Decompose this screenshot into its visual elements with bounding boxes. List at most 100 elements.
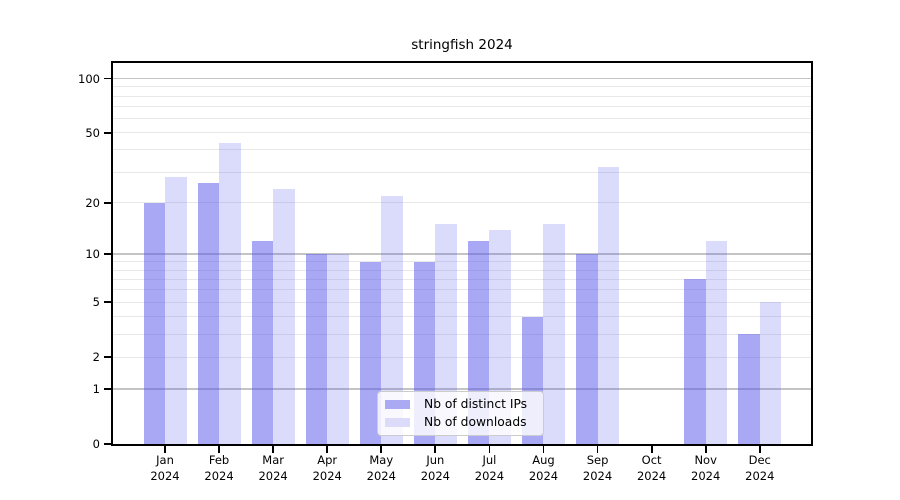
x-tick-label-line: Feb [208, 453, 230, 467]
bar-downloads [489, 229, 511, 444]
gridline-minor [113, 289, 811, 291]
bar-downloads [543, 224, 565, 444]
x-tick-label: Jul 2024 [447, 453, 531, 484]
gridline-major [113, 253, 811, 255]
x-tick-mark [272, 446, 275, 453]
y-tick-mark [104, 388, 113, 391]
x-tick-label-line: May [369, 453, 394, 467]
x-tick-mark [488, 446, 491, 453]
bar-distinct-ips [251, 240, 274, 444]
bar-downloads [435, 224, 457, 444]
y-tick-mark [104, 77, 113, 80]
y-tick-label: 1 [92, 382, 100, 397]
x-tick-mark [758, 446, 761, 453]
x-tick-label-line: 2024 [366, 468, 396, 483]
x-tick-label-line: 2024 [312, 468, 342, 483]
x-tick-label-line: 2024 [745, 468, 775, 483]
legend-label: Nb of distinct IPs [424, 397, 528, 412]
x-tick-label-line: 2024 [420, 468, 450, 483]
x-tick-label-line: Nov [694, 453, 717, 467]
y-tick-mark [104, 202, 113, 204]
x-tick-mark [596, 446, 599, 453]
gridline-major [113, 388, 811, 390]
x-tick-mark [164, 446, 166, 453]
gridline-minor [113, 356, 811, 358]
x-tick-label: Feb 2024 [177, 453, 261, 484]
x-tick-mark [380, 446, 383, 453]
bar-downloads [273, 189, 295, 444]
x-tick-label-line: Jul [482, 453, 497, 467]
y-tick-label: 0 [92, 437, 100, 451]
y-tick-mark [104, 253, 113, 256]
legend-item: Nb of distinct IPs [385, 397, 536, 412]
x-tick-label: Dec 2024 [718, 453, 802, 484]
x-tick-label-line: 2024 [636, 468, 667, 483]
bar-downloads [759, 302, 782, 444]
x-tick-label-line: Aug [532, 453, 555, 467]
gridline-minor [113, 149, 811, 151]
bar-downloads [381, 195, 403, 444]
bar-downloads [705, 240, 728, 444]
x-tick-mark [704, 446, 707, 453]
x-tick-label-line: Dec [748, 453, 771, 467]
x-tick-label-line: 2024 [528, 468, 559, 483]
x-tick-label: May 2024 [339, 453, 423, 484]
y-tick-label: 5 [92, 295, 100, 310]
gridline-minor [113, 261, 811, 263]
gridline-minor [113, 269, 811, 271]
x-tick-label-line: 2024 [691, 468, 721, 483]
x-tick-mark [434, 446, 437, 453]
y-tick-label: 100 [78, 71, 100, 86]
bar-distinct-ips [576, 254, 598, 444]
legend: Nb of distinct IPs Nb of downloads [377, 391, 544, 436]
x-tick-label: Apr 2024 [285, 453, 369, 484]
bar-downloads [219, 142, 241, 444]
legend-swatch [385, 400, 410, 410]
bar-downloads [327, 254, 349, 444]
gridline-minor [113, 316, 811, 318]
gridline-minor [113, 106, 811, 107]
legend-label: Nb of downloads [424, 414, 527, 429]
gridline-minor [113, 301, 811, 303]
x-tick-label-line: Mar [262, 453, 284, 467]
x-tick-label: Jan 2024 [123, 453, 207, 484]
y-tick-label: 10 [85, 247, 100, 262]
y-tick-label: 2 [92, 350, 100, 365]
y-tick-label: 50 [85, 125, 100, 140]
chart-title: stringfish 2024 [411, 37, 513, 53]
x-tick-label-line: Jun [426, 453, 445, 467]
x-tick-label-line: 2024 [258, 468, 288, 483]
x-tick-label-line: Sep [586, 453, 609, 467]
bar-downloads [165, 177, 187, 444]
x-tick-label-line: Oct [641, 453, 662, 467]
x-tick-label: Sep 2024 [556, 453, 640, 484]
x-tick-label: Jun 2024 [393, 453, 477, 484]
x-tick-mark [218, 446, 220, 453]
y-tick-mark [104, 443, 113, 445]
x-tick-mark [650, 446, 653, 453]
bar-distinct-ips [143, 202, 165, 444]
y-tick-label: 20 [85, 195, 100, 210]
x-tick-label-line: 2024 [204, 468, 234, 483]
gridline-minor [113, 202, 811, 204]
x-tick-label: Nov 2024 [664, 453, 748, 484]
gridline-minor [113, 86, 811, 88]
bar-distinct-ips [684, 279, 706, 444]
y-tick-mark [104, 356, 113, 358]
x-tick-label: Oct 2024 [610, 453, 694, 484]
x-tick-label-line: 2024 [582, 468, 613, 483]
x-tick-label-line: Apr [317, 453, 338, 467]
x-tick-label: Mar 2024 [231, 453, 315, 484]
bar-distinct-ips [197, 183, 220, 444]
y-tick-mark [104, 131, 113, 134]
bar-distinct-ips [359, 261, 382, 444]
bar-distinct-ips [305, 254, 328, 444]
gridline-minor [113, 278, 811, 280]
x-tick-label-line: 2024 [150, 468, 180, 483]
legend-item: Nb of downloads [385, 415, 536, 430]
x-tick-mark [326, 446, 329, 453]
bar-downloads [597, 167, 620, 444]
legend-swatch [385, 417, 410, 427]
gridline-major [113, 77, 811, 80]
